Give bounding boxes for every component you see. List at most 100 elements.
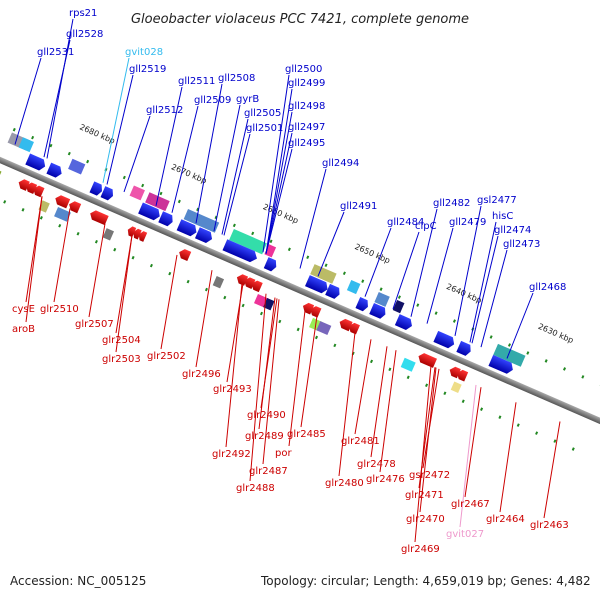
- gene-arrow-reverse: [310, 306, 322, 318]
- gene-label: gll2494: [322, 158, 359, 169]
- scale-tick: [379, 287, 383, 291]
- leader-line: [106, 74, 134, 185]
- gene-arrow-reverse: [251, 280, 263, 293]
- gene-label: gll2491: [340, 201, 377, 212]
- gene-label: glr2503: [102, 354, 141, 365]
- leader-line: [102, 57, 130, 183]
- gene-label: gll2512: [146, 105, 183, 116]
- scale-tick: [251, 231, 255, 236]
- leader-line: [338, 332, 356, 477]
- gene-label: glr2496: [182, 369, 221, 380]
- gene-label: glr2493: [213, 384, 252, 395]
- leader-line: [25, 196, 43, 323]
- gene-label: glr2467: [451, 499, 490, 510]
- scale-tick: [388, 367, 392, 372]
- gene-label: glr2469: [401, 544, 440, 555]
- scale-tick: [526, 351, 530, 355]
- gene-label: glr2502: [147, 351, 186, 362]
- leader-line: [88, 223, 106, 318]
- gene-arrow-reverse: [33, 185, 45, 198]
- scale-tick: [562, 367, 567, 371]
- gene-label: gvit028: [125, 47, 163, 58]
- gene-label: gll2508: [218, 73, 255, 84]
- leader-line: [426, 227, 454, 324]
- scale-tick: [269, 239, 273, 244]
- scale-tick: [86, 159, 90, 164]
- kbp-label: 2640 kbp: [445, 282, 483, 305]
- scale-tick: [122, 175, 126, 180]
- gene-label: gll2474: [494, 225, 531, 236]
- gene-label: glr2492: [212, 449, 251, 460]
- scale-tick: [232, 223, 236, 228]
- gene-label: glr2488: [236, 483, 275, 494]
- gene-label: glr2504: [102, 335, 141, 346]
- leader-line: [392, 231, 420, 310]
- gene-label: rps21: [69, 8, 97, 19]
- gene-arrow-forward: [305, 275, 328, 294]
- gene-label: gll2468: [529, 282, 566, 293]
- leader-line: [249, 293, 267, 482]
- leader-line: [14, 57, 42, 145]
- gene-feature: [374, 291, 390, 307]
- leader-line: [464, 387, 482, 498]
- gene-label: gll2528: [66, 29, 103, 40]
- scale-tick: [149, 263, 153, 268]
- gene-feature: [310, 264, 337, 284]
- gene-arrow-forward: [488, 354, 513, 374]
- gene-arrow-forward: [89, 181, 102, 196]
- leader-line: [213, 104, 241, 232]
- gene-label: gll2501: [246, 123, 283, 134]
- scale-tick: [324, 263, 328, 268]
- gene-arrow-forward: [176, 219, 197, 237]
- scale-tick: [370, 359, 374, 364]
- gene-arrow-forward: [325, 283, 340, 299]
- gene-label: cysE: [12, 304, 35, 315]
- gene-arrow-reverse: [69, 201, 82, 214]
- gene-feature: [18, 137, 34, 153]
- leader-line: [160, 254, 178, 350]
- leader-line: [469, 221, 497, 343]
- leader-line: [225, 283, 243, 448]
- leader-line: [506, 292, 534, 359]
- scale-tick: [131, 255, 135, 260]
- gene-label: glr2485: [287, 429, 326, 440]
- leader-line: [223, 133, 251, 236]
- gene-arrow-forward: [100, 186, 113, 201]
- gene-label: glr2464: [486, 514, 525, 525]
- gene-label: gll2531: [37, 47, 74, 58]
- gene-label: glr2489: [245, 431, 284, 442]
- gene-arrow-reverse: [339, 318, 353, 332]
- gene-label: gll2500: [285, 64, 322, 75]
- scale-tick: [416, 303, 420, 307]
- leader-line: [499, 402, 517, 513]
- gene-label: gll2482: [433, 198, 470, 209]
- scale-tick: [443, 391, 447, 396]
- scale-tick: [397, 295, 401, 299]
- scale-tick: [535, 431, 539, 435]
- leader-line: [288, 310, 306, 447]
- gene-arrow-reverse: [90, 210, 109, 226]
- scale-tick: [571, 447, 575, 451]
- gene-label: por: [275, 448, 292, 459]
- gene-feature: [316, 321, 332, 336]
- scale-tick: [141, 183, 145, 188]
- gene-label: gsl2477: [477, 195, 517, 206]
- scale-tick: [278, 319, 282, 324]
- scale-tick: [12, 127, 16, 132]
- gene-label: gll2497: [288, 122, 325, 133]
- gene-label: gll2473: [503, 239, 540, 250]
- gene-label: gsr2472: [409, 470, 450, 481]
- leader-line: [410, 208, 438, 317]
- gene-arrow-reverse: [133, 228, 142, 240]
- scale-tick: [425, 383, 429, 388]
- gene-arrow-reverse: [179, 249, 192, 262]
- scale-tick: [259, 311, 263, 316]
- gene-arrow-forward: [46, 162, 62, 178]
- leader-line: [419, 367, 437, 513]
- gene-feature: [212, 276, 225, 289]
- leader-line: [414, 365, 432, 543]
- scale-tick: [3, 200, 7, 204]
- gene-arrow-forward: [222, 239, 257, 263]
- gene-arrow-forward: [369, 302, 386, 319]
- gene-feature: [493, 343, 526, 367]
